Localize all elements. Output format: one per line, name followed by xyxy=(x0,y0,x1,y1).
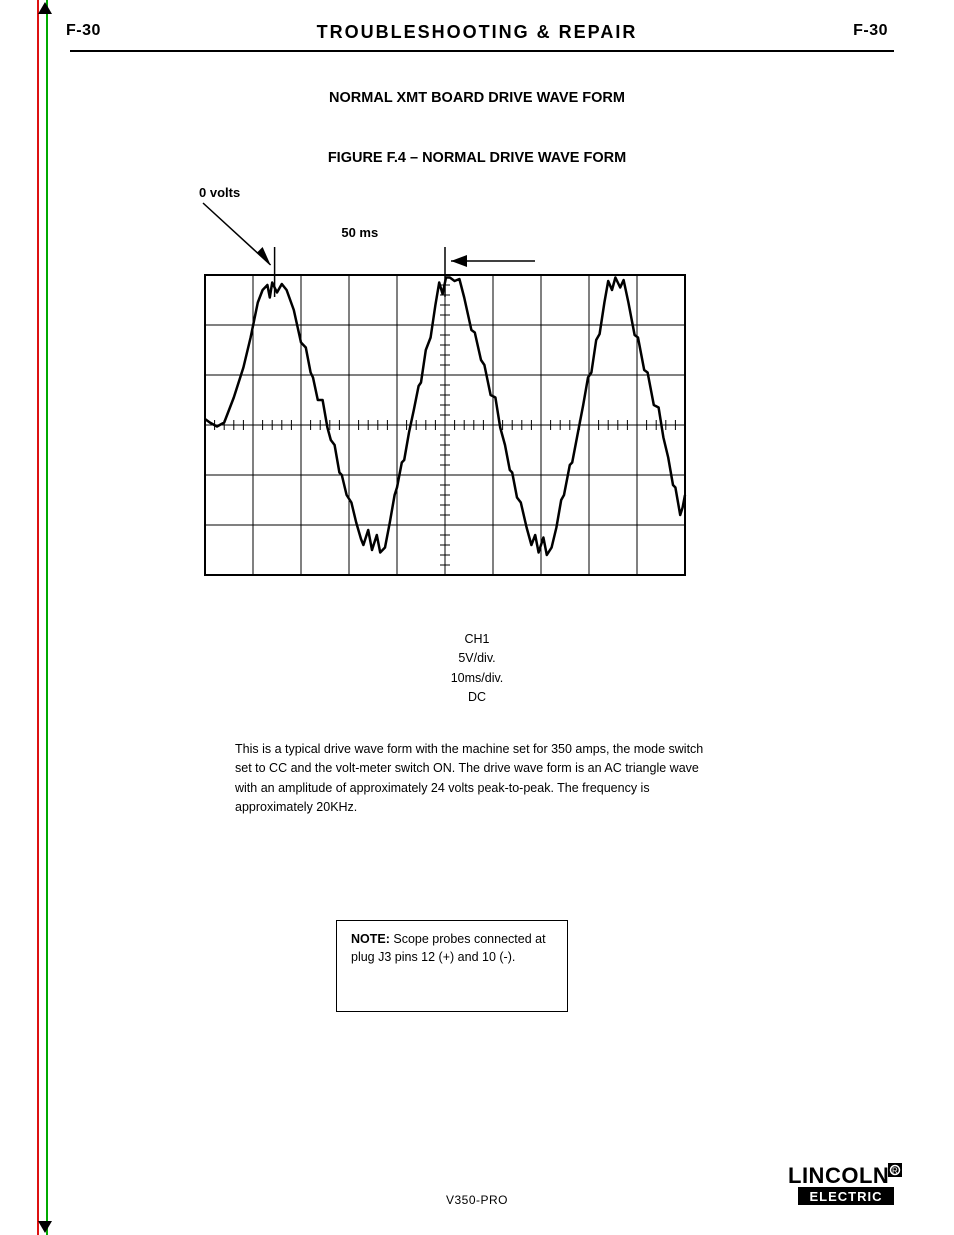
scope-coupling: DC xyxy=(0,688,954,707)
note-heading: NOTE: xyxy=(351,932,390,946)
side-stripe-red xyxy=(37,0,39,1235)
note-box: NOTE: Scope probes connected at plug J3 … xyxy=(336,920,568,1012)
scope-time-div: 10ms/div. xyxy=(0,669,954,688)
header-rule xyxy=(70,50,894,52)
lincoln-electric-logo: LINCOLN R ELECTRIC xyxy=(786,1161,906,1207)
side-stripe-green xyxy=(46,0,48,1235)
nav-arrow-up-icon xyxy=(36,0,54,18)
scope-settings: CH1 5V/div. 10ms/div. DC xyxy=(0,630,954,708)
svg-text:R: R xyxy=(892,1167,898,1176)
svg-text:50 ms: 50 ms xyxy=(341,225,378,240)
svg-text:ELECTRIC: ELECTRIC xyxy=(810,1189,883,1204)
figure-caption: FIGURE F.4 – NORMAL DRIVE WAVE FORM xyxy=(0,150,954,166)
page-header: F-30 TROUBLESHOOTING & REPAIR F-30 xyxy=(60,22,894,58)
oscilloscope-chart: 0 volts 50 ms xyxy=(195,175,695,615)
scope-volts-div: 5V/div. xyxy=(0,649,954,668)
svg-text:LINCOLN: LINCOLN xyxy=(788,1163,889,1188)
nav-arrow-down-icon xyxy=(36,1217,54,1235)
page-number-right: F-30 xyxy=(853,22,888,40)
page-title: TROUBLESHOOTING & REPAIR xyxy=(60,22,894,43)
section-title: NORMAL XMT BOARD DRIVE WAVE FORM xyxy=(0,90,954,106)
scope-ch1: CH1 xyxy=(0,630,954,649)
waveform-description: This is a typical drive wave form with t… xyxy=(235,740,714,818)
svg-text:0 volts: 0 volts xyxy=(199,185,240,200)
